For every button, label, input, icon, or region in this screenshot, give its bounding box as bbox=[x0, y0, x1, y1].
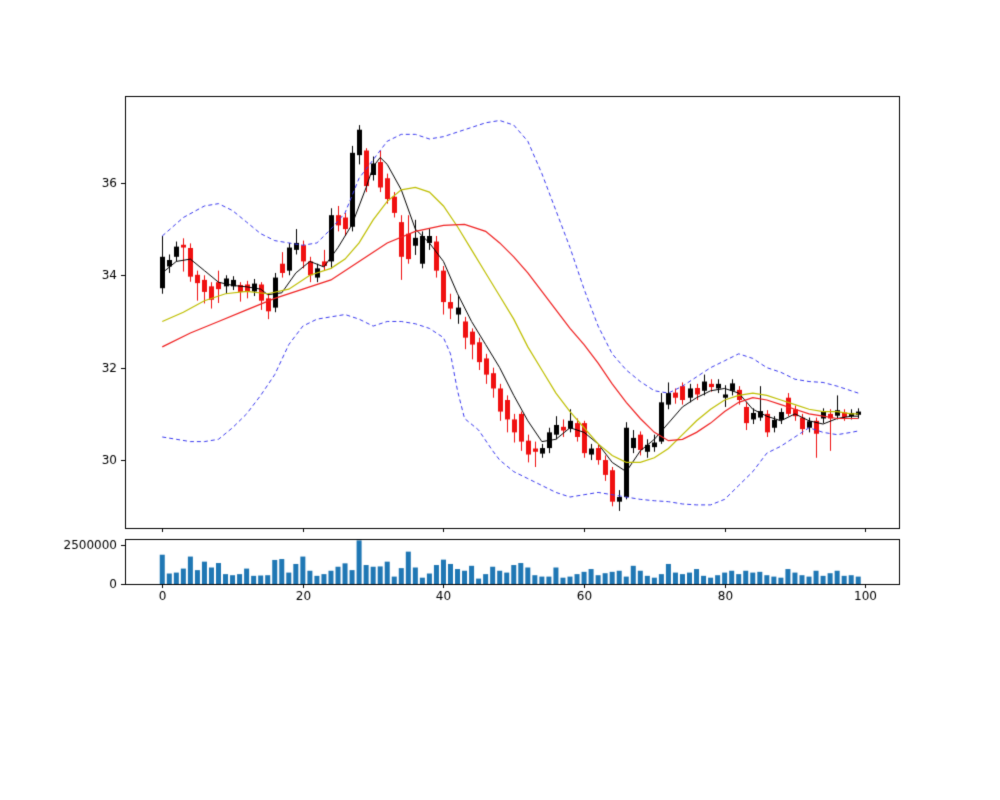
stock-chart-canvas bbox=[0, 0, 1000, 800]
stock-chart-figure: 软件服务 能科股份 603859 流通0.5亿股 bbox=[0, 0, 1000, 800]
